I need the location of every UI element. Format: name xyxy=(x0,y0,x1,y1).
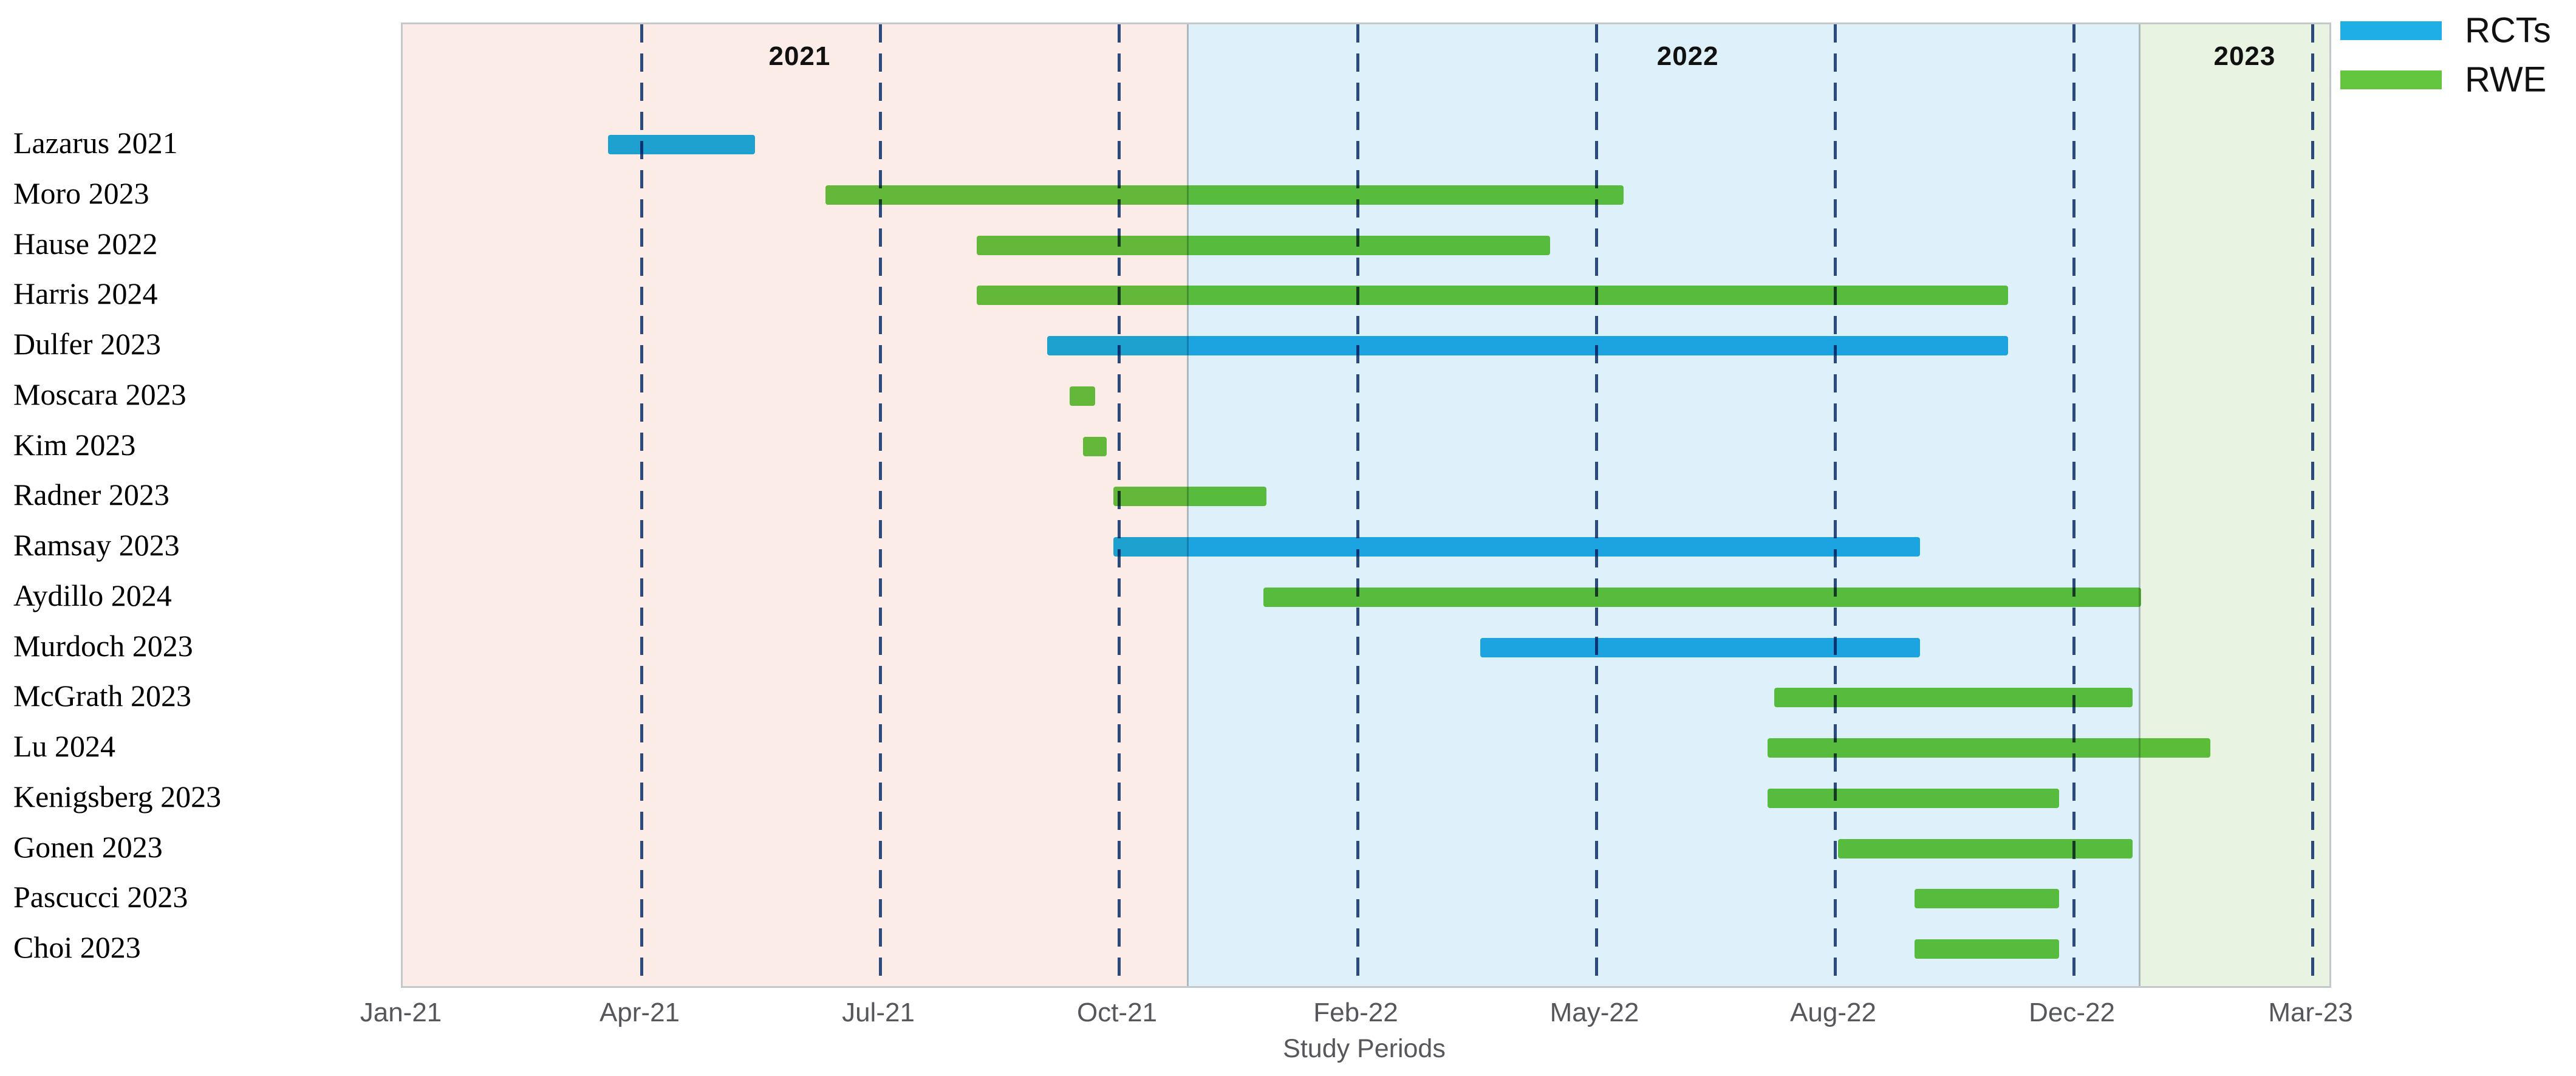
study-label-gonen-2023: Gonen 2023 xyxy=(13,829,163,864)
study-bar-moscara-2023 xyxy=(1069,386,1095,406)
x-tick-label-May-22: May-22 xyxy=(1549,998,1639,1027)
study-label-hause-2022: Hause 2022 xyxy=(13,226,158,261)
study-label-murdoch-2023: Murdoch 2023 xyxy=(13,628,193,663)
gridline-Dec-22 xyxy=(2072,24,2075,986)
gridline-Mar-23 xyxy=(2311,24,2314,986)
study-label-moro-2023: Moro 2023 xyxy=(13,176,149,210)
year-band-2023 xyxy=(2140,24,2329,986)
study-bar-gonen-2023 xyxy=(1837,838,2133,858)
study-bar-dulfer-2023 xyxy=(1047,336,2008,355)
study-label-lazarus-2021: Lazarus 2021 xyxy=(13,126,178,160)
study-label-dulfer-2023: Dulfer 2023 xyxy=(13,327,161,361)
study-label-harris-2024: Harris 2024 xyxy=(13,276,158,311)
study-label-ramsay-2023: Ramsay 2023 xyxy=(13,528,180,562)
year-band-2021 xyxy=(403,24,1189,986)
gridline-Feb-22 xyxy=(1356,24,1359,986)
x-tick-label-Mar-23: Mar-23 xyxy=(2268,998,2353,1027)
x-tick-label-Dec-22: Dec-22 xyxy=(2029,998,2115,1027)
study-bar-ramsay-2023 xyxy=(1113,537,1920,557)
study-bar-radner-2023 xyxy=(1113,487,1266,507)
year-band-2022 xyxy=(1189,24,2141,986)
study-bar-lazarus-2021 xyxy=(607,135,756,154)
gridline-Apr-21 xyxy=(640,24,643,986)
study-bar-choi-2023 xyxy=(1914,939,2060,959)
study-label-kenigsberg-2023: Kenigsberg 2023 xyxy=(13,779,222,814)
study-label-aydillo-2024: Aydillo 2024 xyxy=(13,578,172,612)
study-bar-mcgrath-2023 xyxy=(1774,688,2133,708)
study-bar-hause-2022 xyxy=(976,235,1550,255)
study-label-lu-2024: Lu 2024 xyxy=(13,729,116,763)
year-label-2021: 2021 xyxy=(768,41,831,71)
study-bar-aydillo-2024 xyxy=(1263,587,2142,607)
study-bar-harris-2024 xyxy=(976,286,2008,306)
x-tick-label-Oct-21: Oct-21 xyxy=(1076,998,1158,1027)
legend-swatch-rcts xyxy=(2340,21,2442,40)
study-bar-kim-2023 xyxy=(1083,436,1107,456)
x-tick-label-Feb-22: Feb-22 xyxy=(1313,998,1398,1027)
study-bar-moro-2023 xyxy=(825,185,1624,205)
study-bar-kenigsberg-2023 xyxy=(1767,788,2060,808)
study-bar-lu-2024 xyxy=(1767,738,2211,758)
study-label-radner-2023: Radner 2023 xyxy=(13,478,169,512)
x-axis-title: Study Periods xyxy=(1283,1034,1446,1063)
x-tick-label-Jul-21: Jul-21 xyxy=(842,998,915,1027)
year-label-2022: 2022 xyxy=(1656,41,1719,71)
study-label-moscara-2023: Moscara 2023 xyxy=(13,377,186,411)
legend-swatch-rwe xyxy=(2340,70,2442,89)
plot-area: 2021 2022 2023 xyxy=(401,22,2331,988)
study-bar-pascucci-2023 xyxy=(1914,889,2060,909)
x-tick-label-Jan-21: Jan-21 xyxy=(360,998,442,1027)
gridline-May-22 xyxy=(1595,24,1598,986)
study-label-mcgrath-2023: McGrath 2023 xyxy=(13,679,191,713)
study-label-kim-2023: Kim 2023 xyxy=(13,427,136,462)
x-tick-label-Aug-22: Aug-22 xyxy=(1790,998,1876,1027)
year-label-2023: 2023 xyxy=(2213,41,2276,71)
legend-label-rwe: RWE xyxy=(2465,60,2547,100)
gridline-Jul-21 xyxy=(879,24,882,986)
legend-label-rcts: RCTs xyxy=(2465,10,2551,50)
study-bar-murdoch-2023 xyxy=(1480,637,1920,657)
study-label-pascucci-2023: Pascucci 2023 xyxy=(13,880,188,914)
gridline-Aug-22 xyxy=(1834,24,1837,986)
study-label-choi-2023: Choi 2023 xyxy=(13,930,141,964)
x-tick-label-Apr-21: Apr-21 xyxy=(599,998,680,1027)
